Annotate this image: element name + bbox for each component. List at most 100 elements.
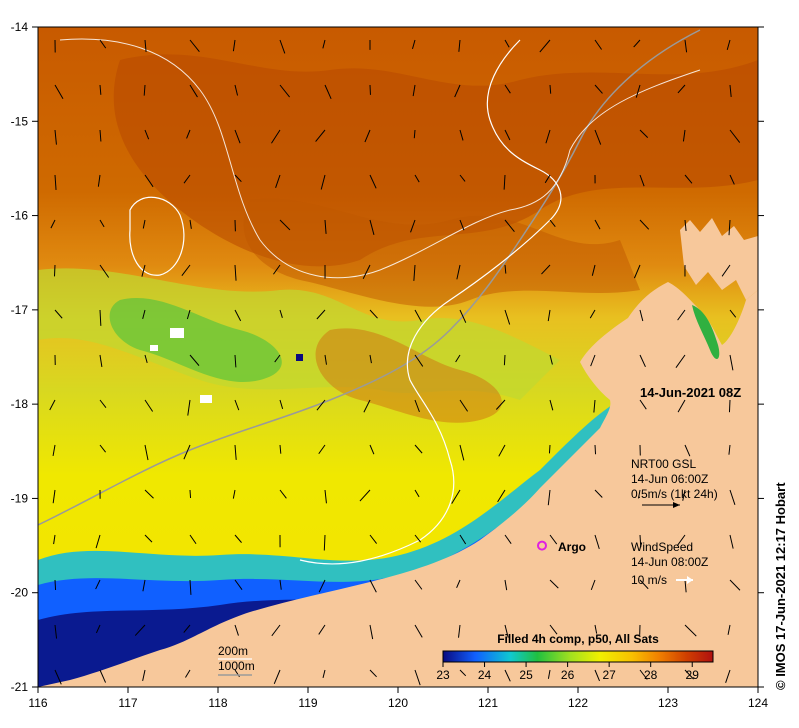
- current-arrow: [369, 444, 375, 455]
- contour-1000m-label: 1000m: [218, 659, 255, 673]
- current-arrow: [729, 84, 732, 97]
- coastal-islands: [680, 218, 758, 300]
- current-arrow: [142, 579, 146, 592]
- current-arrow: [414, 174, 420, 183]
- current-arrow: [414, 399, 420, 413]
- current-arrow: [234, 534, 242, 543]
- current-arrow: [547, 669, 551, 679]
- timestamp-label: 14-Jun-2021 08Z: [640, 385, 741, 400]
- current-arrow: [637, 489, 641, 499]
- current-arrow: [639, 219, 650, 230]
- current-arrow: [99, 84, 102, 95]
- current-arrow: [549, 84, 552, 94]
- current-arrow: [504, 624, 509, 638]
- current-arrow: [684, 444, 691, 457]
- current-arrow: [639, 129, 649, 139]
- current-arrow: [185, 669, 191, 678]
- current-arrow: [547, 489, 551, 506]
- current-arrow: [279, 444, 282, 454]
- current-arrow: [544, 174, 551, 184]
- current-arrow: [549, 219, 556, 228]
- y-tick-label: -18: [11, 397, 29, 411]
- current-arrow: [99, 39, 107, 49]
- current-arrow: [189, 219, 192, 229]
- current-arrow: [548, 444, 551, 454]
- sst-isotherm-loop: [129, 196, 185, 276]
- current-arrow: [99, 444, 106, 453]
- x-tick-label: 123: [658, 696, 678, 710]
- current-arrow: [594, 39, 602, 50]
- current-arrow: [459, 534, 467, 545]
- current-arrow: [234, 174, 242, 183]
- current-arrow: [639, 399, 647, 410]
- current-arrow: [134, 624, 146, 636]
- colorbar-ticks: 23 24 25 26 27 28 29: [436, 662, 699, 682]
- y-tick-label: -20: [11, 586, 29, 600]
- current-arrow: [459, 219, 465, 231]
- current-arrow: [144, 174, 154, 188]
- current-arrow: [504, 309, 511, 325]
- green-patch: [109, 297, 282, 383]
- current-arrow: [729, 309, 737, 318]
- current-arrow: [414, 489, 420, 498]
- current-arrow: [369, 354, 372, 364]
- current-arrow: [99, 309, 102, 326]
- current-arrow: [234, 84, 239, 96]
- current-arrow: [279, 399, 284, 410]
- current-arrow: [414, 579, 423, 590]
- current-arrow: [729, 489, 736, 505]
- current-arrow: [144, 534, 153, 543]
- current-arrow: [504, 669, 511, 682]
- current-arrow: [541, 264, 551, 275]
- current-arrow: [234, 624, 239, 636]
- current-arrow: [729, 174, 735, 185]
- current-arrow: [234, 579, 243, 590]
- current-arrow: [456, 264, 461, 280]
- current-arrow: [234, 264, 237, 281]
- current-arrow: [318, 444, 326, 455]
- current-arrow: [187, 399, 191, 416]
- cloud-gap: [170, 328, 184, 338]
- current-arrow: [684, 624, 697, 637]
- colorbar-tick-label: 28: [644, 668, 658, 682]
- current-arrow: [183, 444, 191, 460]
- colorbar-tick-label: 29: [686, 668, 700, 682]
- current-arrow: [143, 84, 146, 96]
- current-arrow: [459, 174, 466, 182]
- current-legend-title: NRT00 GSL: [631, 457, 696, 471]
- current-arrow: [324, 219, 327, 234]
- current-arrow: [186, 309, 191, 320]
- current-arrow: [234, 354, 237, 368]
- current-arrow: [52, 489, 56, 504]
- current-arrow: [639, 579, 649, 590]
- current-arrow: [49, 399, 56, 411]
- current-arrow: [504, 534, 512, 544]
- current-arrow: [54, 129, 57, 145]
- current-arrow: [369, 219, 375, 236]
- current-arrow: [677, 309, 686, 321]
- current-arrow: [412, 39, 416, 50]
- current-scale-arrow: [642, 502, 680, 508]
- current-arrow: [189, 354, 200, 366]
- current-arrow: [549, 399, 554, 411]
- wind-scale-arrow: [676, 576, 693, 584]
- current-arrow: [504, 219, 515, 233]
- wind-legend-scale: 10 m/s: [631, 573, 667, 587]
- current-arrow: [458, 39, 461, 52]
- current-arrow: [362, 264, 371, 279]
- current-arrow: [359, 489, 371, 502]
- current-arrow: [414, 669, 421, 686]
- y-tick-label: -17: [11, 303, 29, 317]
- current-arrow: [279, 84, 290, 98]
- current-arrow: [549, 624, 558, 635]
- current-arrow: [589, 309, 596, 319]
- current-arrow: [594, 444, 597, 455]
- current-arrow: [495, 399, 506, 410]
- current-arrow: [364, 129, 371, 143]
- current-arrow: [594, 219, 601, 230]
- current-arrow: [99, 219, 105, 228]
- current-arrow: [144, 354, 148, 364]
- current-arrow: [549, 534, 558, 545]
